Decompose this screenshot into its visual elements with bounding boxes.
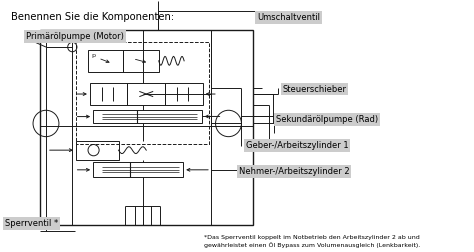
Bar: [93, 110, 202, 123]
Text: Sekundärölpumpe (Rad): Sekundärölpumpe (Rad): [275, 115, 378, 124]
Text: Primärölpumpe (Motor): Primärölpumpe (Motor): [26, 32, 124, 41]
Bar: [75, 42, 209, 143]
Text: Umschaltventil: Umschaltventil: [257, 13, 320, 22]
Text: Geber-/Arbeitszylinder 1: Geber-/Arbeitszylinder 1: [246, 141, 348, 150]
Bar: [76, 141, 118, 160]
Bar: [128, 83, 165, 105]
Text: Sperrventil *: Sperrventil *: [5, 219, 59, 228]
Text: Nehmer-/Arbeitszylinder 2: Nehmer-/Arbeitszylinder 2: [239, 167, 349, 176]
Bar: [165, 83, 202, 105]
Text: Benennen Sie die Komponenten:: Benennen Sie die Komponenten:: [11, 12, 174, 22]
Bar: [123, 50, 159, 72]
Bar: [88, 50, 123, 72]
Text: Steuerschieber: Steuerschieber: [283, 85, 346, 94]
Text: p: p: [91, 53, 95, 58]
Bar: [40, 29, 253, 225]
Text: *Das Sperrventil koppelt im Notbetrieb den Arbeitszylinder 2 ab und
gewährleiste: *Das Sperrventil koppelt im Notbetrieb d…: [204, 235, 420, 248]
Bar: [90, 83, 128, 105]
Bar: [93, 162, 183, 177]
